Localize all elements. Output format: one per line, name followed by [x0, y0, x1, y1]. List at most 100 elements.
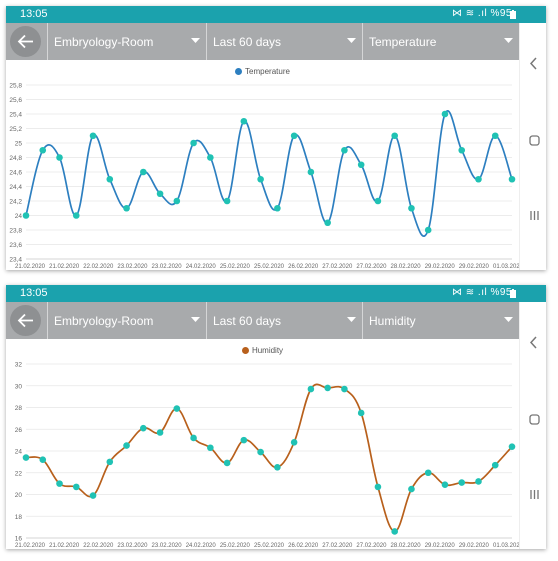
app-bar: Embryology-Room Last 60 days Humidity: [6, 302, 519, 339]
y-tick-label: 25,2: [9, 126, 22, 133]
x-tick-label: 29.02.2020: [425, 264, 456, 270]
data-point: [89, 132, 97, 140]
period-dropdown[interactable]: Last 60 days: [206, 302, 362, 339]
data-point: [56, 480, 63, 487]
legend-label: Temperature: [245, 67, 290, 76]
recent-apps-icon[interactable]: [529, 210, 540, 221]
x-tick-label: 23.02.2020: [117, 264, 148, 270]
y-tick-label: 26: [15, 427, 23, 434]
x-tick-label: 25.02.2020: [220, 264, 251, 270]
battery-icon: [510, 289, 516, 298]
y-tick-label: 20: [15, 492, 23, 499]
data-point: [508, 175, 516, 183]
chart-legend: Humidity: [6, 346, 519, 355]
y-tick-label: 25,4: [9, 112, 22, 119]
data-point: [190, 139, 197, 147]
data-point: [22, 212, 30, 219]
metric-dropdown[interactable]: Temperature: [362, 23, 519, 60]
circle-home-icon[interactable]: [529, 135, 540, 146]
data-point: [123, 204, 130, 212]
x-tick-label: 28.02.2020: [391, 264, 422, 270]
data-point: [106, 458, 114, 466]
y-tick-label: 25,8: [9, 83, 22, 90]
x-tick-label: 21.02.2020: [49, 543, 80, 549]
data-point: [72, 483, 80, 491]
data-point: [307, 385, 315, 393]
arrow-left-icon: [17, 34, 33, 49]
x-tick-label: 25.02.2020: [220, 543, 251, 549]
data-point: [491, 461, 499, 469]
data-point: [475, 175, 482, 183]
x-tick-label: 29.02.2020: [459, 543, 490, 549]
y-tick-label: 30: [15, 383, 23, 390]
x-tick-label: 23.02.2020: [117, 543, 148, 549]
room-dropdown-value: Embryology-Room: [54, 314, 154, 328]
dropdown-arrow-icon: [347, 38, 356, 43]
data-point: [207, 444, 214, 452]
x-tick-label: 21.02.2020: [15, 264, 46, 270]
back-button[interactable]: [10, 26, 41, 57]
y-tick-label: 23,8: [9, 228, 22, 235]
android-nav-bar: [519, 23, 546, 270]
data-point: [424, 226, 432, 234]
x-tick-label: 01.03.2020: [493, 264, 519, 270]
x-tick-label: 29.02.2020: [425, 543, 456, 549]
data-point: [458, 479, 466, 486]
data-point: [341, 385, 348, 393]
x-tick-label: 26.02.2020: [288, 264, 319, 270]
arrow-left-icon: [17, 313, 33, 328]
chevron-left-icon[interactable]: [529, 336, 538, 349]
data-point: [324, 219, 331, 227]
x-tick-label: 28.02.2020: [391, 543, 422, 549]
back-button[interactable]: [10, 305, 41, 336]
y-tick-label: 28: [15, 405, 23, 412]
humidity-screen: 13:05 ⋈ ≋ .ıl %95 Embryology-Room Last 6…: [6, 285, 546, 549]
x-tick-label: 22.02.2020: [83, 543, 114, 549]
x-tick-label: 27.02.2020: [356, 264, 387, 270]
data-point: [140, 168, 147, 176]
period-dropdown[interactable]: Last 60 days: [206, 23, 362, 60]
data-point: [491, 132, 499, 140]
y-tick-label: 25: [15, 141, 23, 148]
data-point: [223, 197, 231, 205]
data-point: [207, 154, 214, 161]
x-tick-label: 21.02.2020: [49, 264, 80, 270]
data-point: [341, 146, 348, 154]
data-point: [290, 439, 298, 446]
data-point: [173, 197, 181, 205]
chevron-left-icon[interactable]: [529, 57, 538, 70]
x-tick-label: 29.02.2020: [459, 264, 490, 270]
x-tick-label: 27.02.2020: [322, 543, 353, 549]
room-dropdown[interactable]: Embryology-Room: [47, 23, 206, 60]
data-point: [274, 464, 281, 471]
metric-dropdown-value: Humidity: [369, 314, 416, 328]
x-tick-label: 01.03.2020: [493, 543, 519, 549]
data-point: [190, 434, 197, 442]
data-point: [508, 443, 516, 450]
y-tick-label: 24,4: [9, 184, 22, 191]
data-point: [257, 448, 264, 456]
circle-home-icon[interactable]: [529, 414, 540, 425]
y-tick-label: 22: [15, 470, 23, 477]
app-bar: Embryology-Room Last 60 days Temperature: [6, 23, 519, 60]
y-tick-label: 16: [15, 536, 23, 543]
x-tick-label: 24.02.2020: [186, 543, 217, 549]
metric-dropdown[interactable]: Humidity: [362, 302, 519, 339]
room-dropdown[interactable]: Embryology-Room: [47, 302, 206, 339]
x-tick-label: 25.02.2020: [254, 264, 285, 270]
legend-dot: [241, 347, 249, 354]
y-tick-label: 24: [15, 449, 23, 456]
data-point: [441, 110, 449, 118]
data-point: [106, 175, 114, 183]
data-point: [357, 161, 365, 169]
recent-apps-icon[interactable]: [529, 489, 540, 500]
x-tick-label: 23.02.2020: [152, 264, 183, 270]
dropdown-arrow-icon: [504, 317, 513, 322]
data-point: [39, 456, 47, 463]
data-point: [374, 483, 382, 491]
y-tick-label: 24,8: [9, 155, 22, 162]
data-point: [324, 384, 331, 392]
y-tick-label: 18: [15, 514, 23, 521]
data-point: [22, 454, 30, 461]
data-point: [156, 429, 164, 436]
